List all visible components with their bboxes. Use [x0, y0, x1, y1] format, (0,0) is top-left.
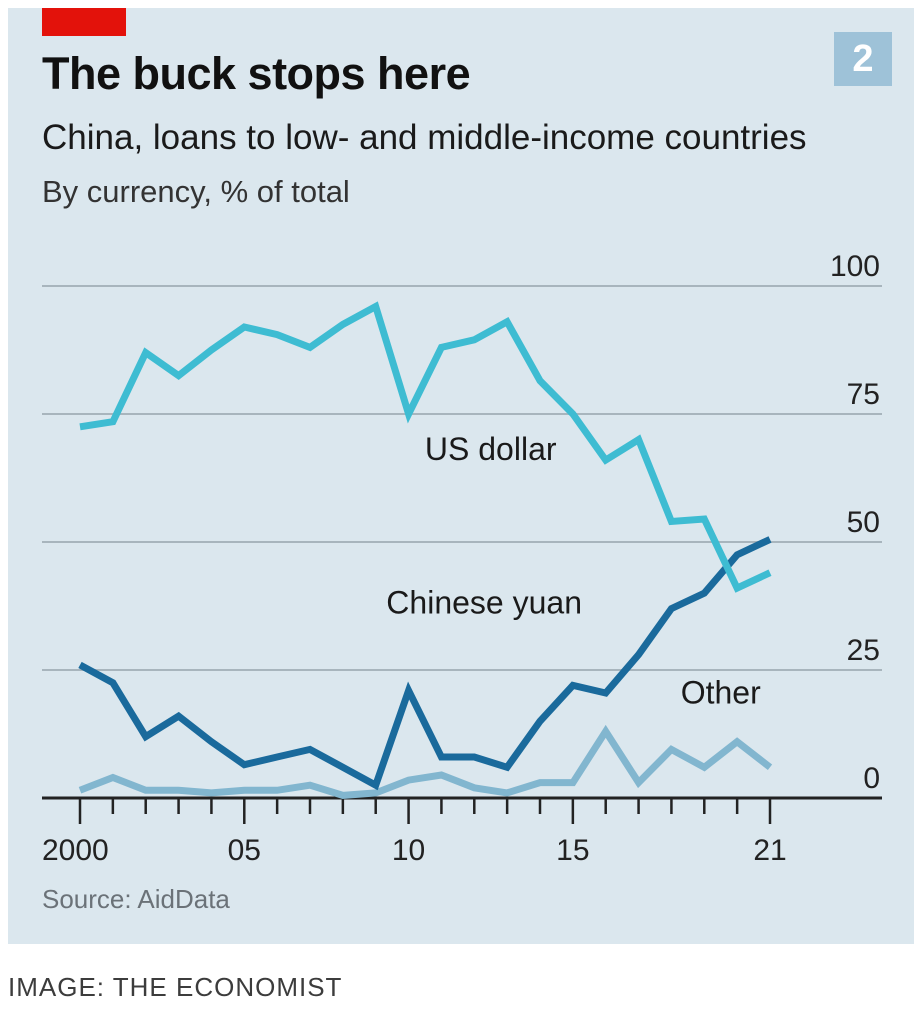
series-label-us-dollar: US dollar	[425, 431, 557, 467]
y-tick-label-0: 0	[863, 762, 880, 795]
x-tick-label-2010: 10	[392, 834, 425, 867]
brand-red-tag	[42, 8, 126, 36]
y-tick-label-75: 75	[847, 378, 880, 411]
chart-unit-note: By currency, % of total	[42, 174, 350, 209]
x-tick-label-2000: 2000	[42, 834, 109, 867]
chart-title: The buck stops here	[42, 48, 471, 99]
series-labels: US dollar Chinese yuan Other	[386, 431, 761, 710]
x-tick-label-2021: 21	[753, 834, 786, 867]
line-chart: 0 25 50 75 100 2000 05 10 15 21 US dollar Chinese…	[42, 250, 882, 867]
x-tick-label-2005: 05	[228, 834, 261, 867]
chart-panel: 2 The buck stops here China, loans to lo…	[8, 8, 914, 944]
series-line-other	[78, 724, 773, 799]
series-label-chinese-yuan: Chinese yuan	[386, 585, 582, 621]
y-tick-label-25: 25	[847, 634, 880, 667]
x-tick-label-2015: 15	[556, 834, 589, 867]
series-line-us-dollar	[79, 301, 772, 593]
series-lines	[78, 301, 773, 799]
x-axis: 2000 05 10 15 21	[42, 796, 882, 867]
source-note: Source: AidData	[42, 884, 230, 914]
chart-subtitle: China, loans to low- and middle-income c…	[42, 118, 807, 157]
series-label-other: Other	[681, 674, 761, 710]
y-tick-labels: 0 25 50 75 100	[830, 250, 880, 795]
chart-number-badge: 2	[834, 32, 892, 86]
image-credit: IMAGE: THE ECONOMIST	[8, 972, 343, 1002]
series-line-chinese-yuan	[78, 536, 772, 791]
y-tick-label-50: 50	[847, 506, 880, 539]
y-tick-label-100: 100	[830, 250, 880, 283]
gridlines	[42, 285, 882, 671]
